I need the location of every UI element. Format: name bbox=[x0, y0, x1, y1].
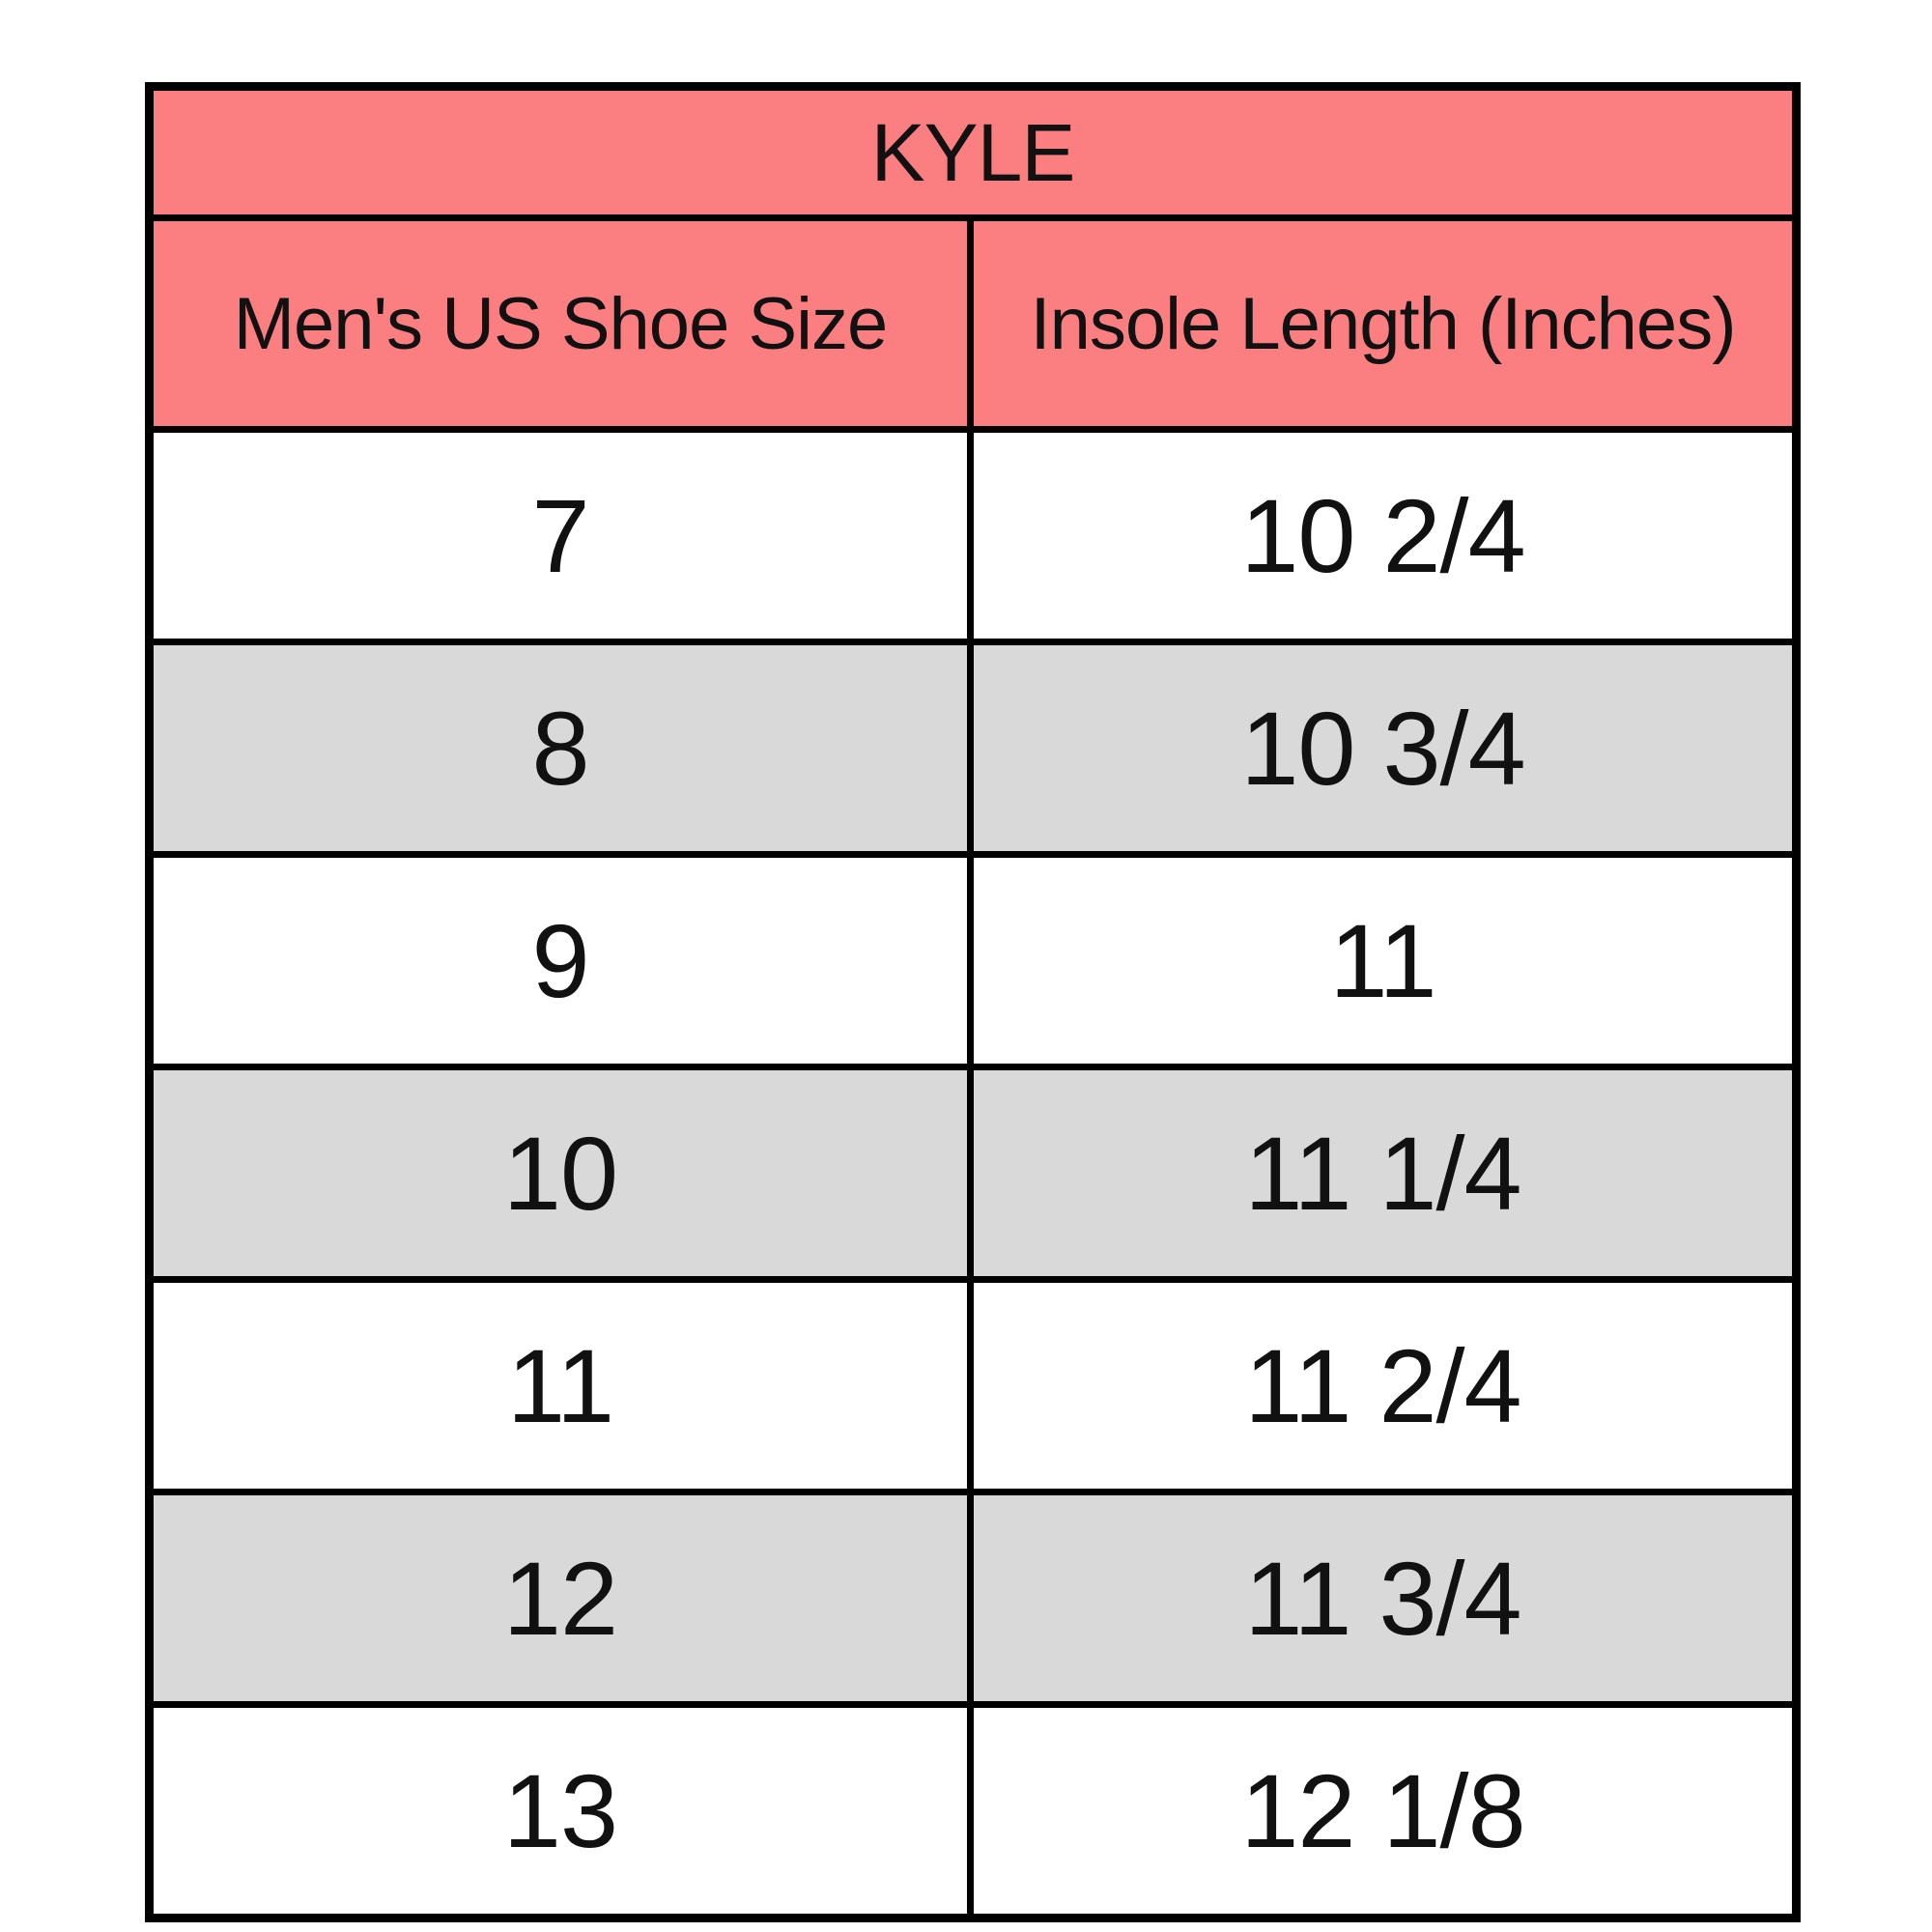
shoe-size-cell: 7 bbox=[146, 426, 974, 645]
table-title-row: KYLE bbox=[146, 83, 1800, 221]
insole-length-cell: 11 2/4 bbox=[967, 1276, 1800, 1495]
column-header-shoe-size: Men's US Shoe Size bbox=[146, 214, 974, 433]
shoe-size-cell: 8 bbox=[146, 639, 974, 858]
size-chart-table: KYLE Men's US Shoe Size Insole Length (I… bbox=[145, 82, 1801, 1922]
table-row: 10 11 1/4 bbox=[146, 1064, 1800, 1283]
shoe-size-cell: 12 bbox=[146, 1489, 974, 1708]
insole-length-cell: 10 3/4 bbox=[967, 639, 1800, 858]
insole-length-cell: 12 1/8 bbox=[967, 1701, 1800, 1921]
shoe-size-cell: 10 bbox=[146, 1064, 974, 1283]
table-row: 11 11 2/4 bbox=[146, 1276, 1800, 1495]
shoe-size-cell: 13 bbox=[146, 1701, 974, 1921]
column-header-insole-length: Insole Length (Inches) bbox=[967, 214, 1800, 433]
shoe-size-cell: 11 bbox=[146, 1276, 974, 1495]
table-row: 9 11 bbox=[146, 851, 1800, 1070]
insole-length-cell: 11 bbox=[967, 851, 1800, 1070]
chart-title: KYLE bbox=[146, 83, 1800, 221]
insole-length-cell: 10 2/4 bbox=[967, 426, 1800, 645]
shoe-size-cell: 9 bbox=[146, 851, 974, 1070]
table-header-row: Men's US Shoe Size Insole Length (Inches… bbox=[146, 214, 1800, 433]
table-row: 7 10 2/4 bbox=[146, 426, 1800, 645]
insole-length-cell: 11 1/4 bbox=[967, 1064, 1800, 1283]
table-row: 12 11 3/4 bbox=[146, 1489, 1800, 1708]
table-row: 8 10 3/4 bbox=[146, 639, 1800, 858]
table-row: 13 12 1/8 bbox=[146, 1701, 1800, 1921]
insole-length-cell: 11 3/4 bbox=[967, 1489, 1800, 1708]
